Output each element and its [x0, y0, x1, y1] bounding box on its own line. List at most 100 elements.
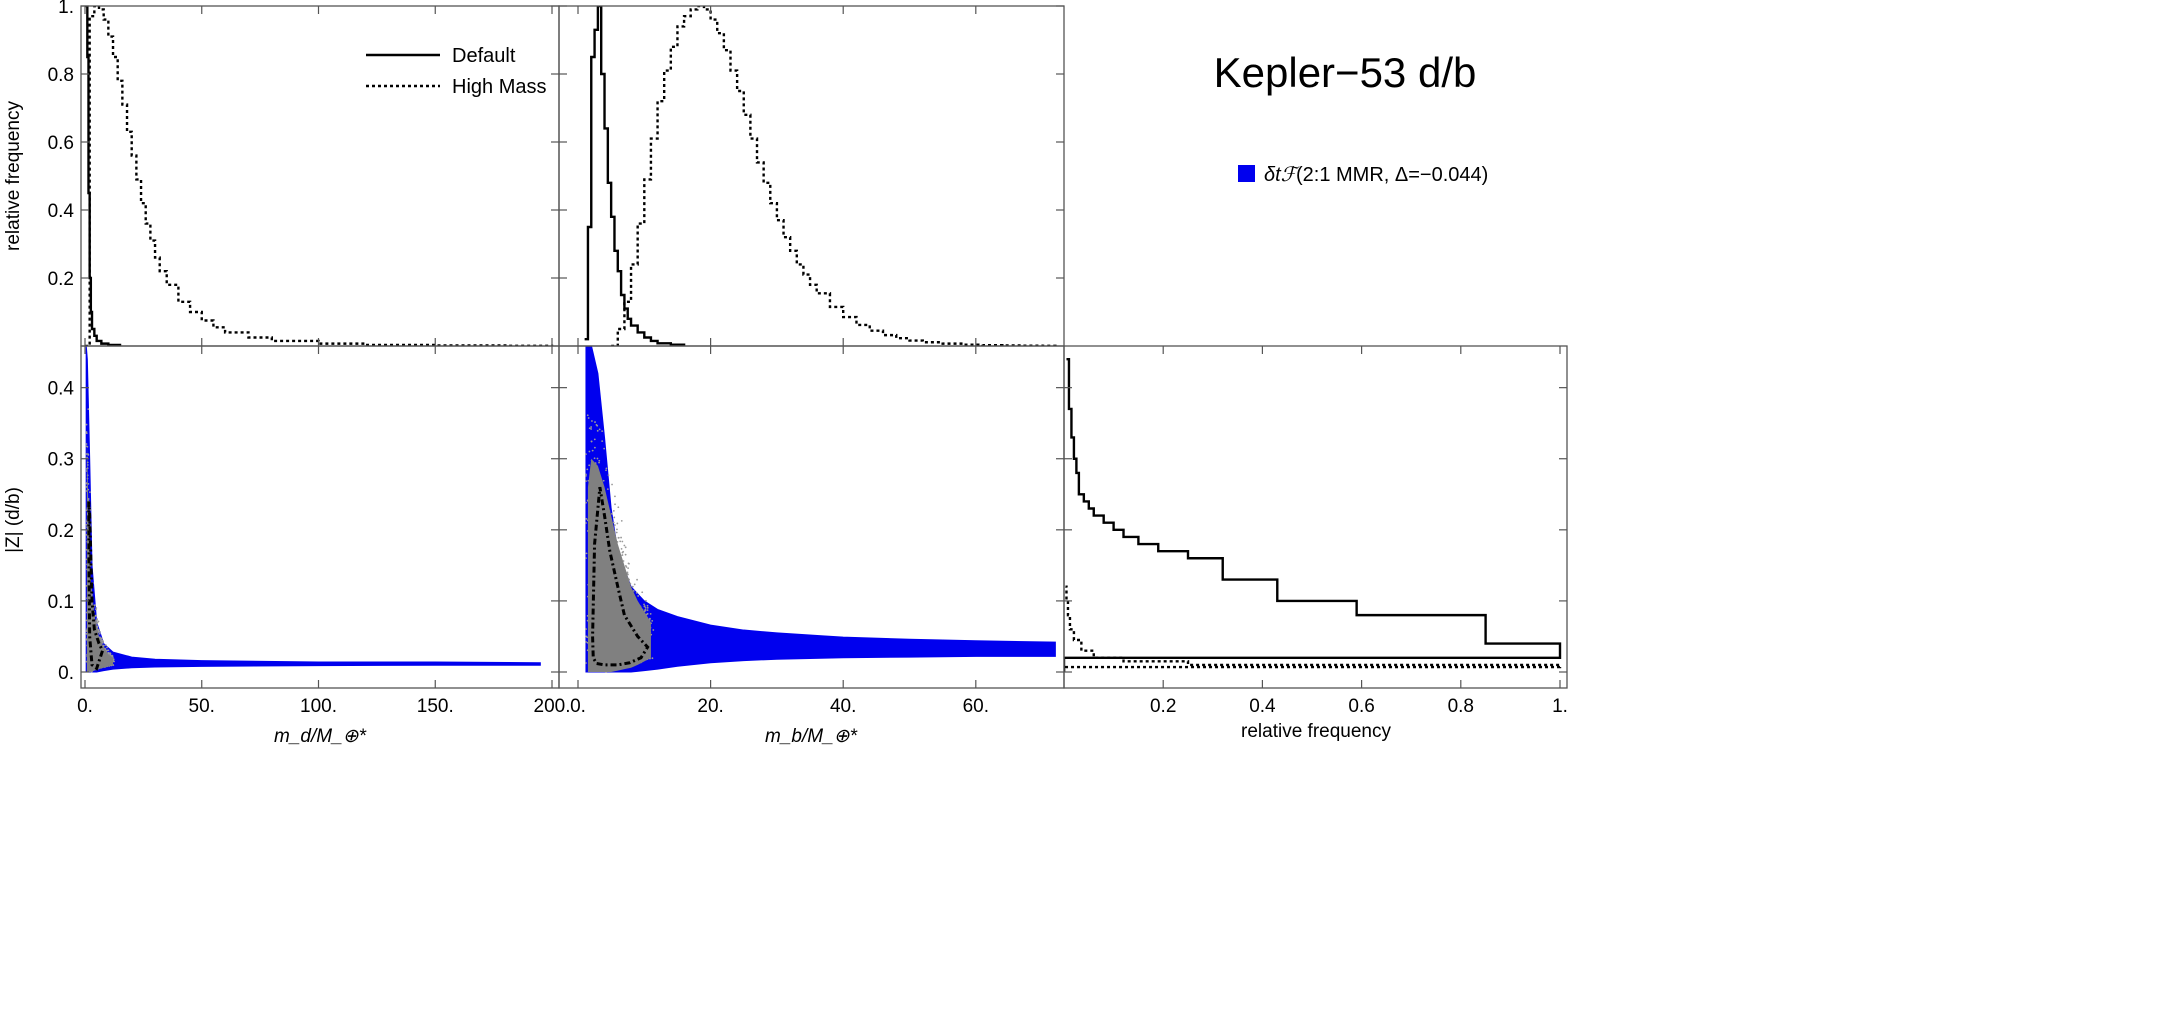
panel-bottom-left — [85, 346, 541, 673]
scatter-gray-dot — [585, 662, 587, 664]
scatter-gray-dot — [107, 651, 110, 654]
scatter-gray-dot — [585, 557, 587, 560]
scatter-gray-dot — [87, 453, 90, 456]
scatter-gray-dot — [585, 480, 587, 483]
scatter-gray-dot — [593, 457, 596, 460]
scatter-gray-dot — [645, 599, 647, 602]
scatter-gray-dot — [622, 550, 625, 553]
figure-title: Kepler−53 d/b — [1214, 49, 1477, 96]
scatter-gray-dot — [95, 607, 98, 609]
scatter-gray-dot — [590, 428, 593, 430]
xtick-label: 100. — [300, 696, 337, 717]
scatter-gray-dot — [605, 467, 608, 470]
ytick-label: 0.4 — [48, 201, 75, 222]
scatter-gray-dot — [613, 516, 616, 519]
scatter-gray-dot — [101, 639, 104, 642]
scatter-gray-dot — [586, 468, 589, 471]
scatter-gray-dot — [601, 430, 604, 433]
panel-top-middle — [584, 6, 1057, 346]
scatter-gray-dot — [607, 474, 610, 477]
legend-scatter-swatch — [1238, 165, 1255, 182]
scatter-gray-dot — [617, 506, 620, 509]
scatter-gray-dot — [617, 536, 620, 539]
scatter-gray-dot — [596, 424, 599, 427]
scatter-gray-dot — [87, 482, 90, 485]
ytick-label: 0.2 — [48, 521, 74, 542]
scatter-gray-dot — [616, 528, 618, 531]
legend-highmass-label: High Mass — [452, 76, 546, 98]
scatter-gray-dot — [94, 614, 97, 617]
ylabel-top-left: relative frequency — [3, 101, 24, 251]
scatter-gray-dot — [643, 603, 645, 606]
panel-bottom-right — [1064, 358, 1562, 672]
frame-tm — [558, 5, 1065, 347]
xtick-label: 50. — [189, 696, 215, 717]
xlabel-bottom-left: m_d/M_⊕* — [274, 726, 367, 747]
scatter-gray-dot — [96, 621, 99, 624]
scatter-gray-dot — [587, 417, 590, 419]
xtick-label: 0.8 — [1448, 696, 1474, 717]
scatter-gray-dot — [98, 632, 101, 635]
scatter-gray-dot — [112, 658, 115, 661]
scatter-gray-dot — [613, 524, 616, 526]
scatter-gray-dot — [646, 606, 649, 609]
scatter-gray-dot — [99, 631, 101, 633]
scatter-gray-dot — [585, 475, 587, 477]
scatter-gray-dot — [627, 573, 629, 576]
scatter-contour — [591, 486, 650, 667]
scatter-gray-dot — [102, 641, 104, 644]
scatter-gray-dot — [585, 628, 587, 630]
scatter-blue-region — [85, 346, 541, 673]
legend-scatter: δtℱ (2:1 MMR, Δ=−0.044) — [1238, 164, 1488, 186]
scatter-gray-dot — [598, 428, 601, 431]
scatter-gray-dot — [614, 495, 616, 498]
scatter-gray-dot — [596, 429, 599, 432]
scatter-gray-dot — [87, 408, 90, 410]
scatter-gray-dot — [106, 646, 108, 649]
ytick-label: 0.1 — [48, 592, 74, 613]
scatter-gray-dot — [614, 503, 616, 506]
xtick-label: 150. — [417, 696, 454, 717]
scatter-contour — [87, 501, 105, 671]
ytick-label: 0. — [58, 663, 74, 684]
frame-br — [1063, 345, 1568, 689]
xtick-label: 200. — [534, 696, 571, 717]
scatter-gray-dot — [585, 552, 588, 555]
scatter-gray-dot — [627, 562, 630, 565]
scatter-gray-dot — [612, 521, 615, 524]
ytick-label: 0.2 — [48, 269, 74, 290]
ytick-label: 0.6 — [48, 133, 74, 154]
scatter-gray-dot — [96, 618, 98, 620]
scatter-gray-dot — [616, 522, 619, 525]
scatter-gray-dot — [620, 536, 622, 539]
scatter-gray-dot — [87, 498, 90, 500]
scatter-gray-dot — [623, 544, 626, 547]
xlabel-bottom-middle: m_b/M_⊕* — [765, 726, 858, 747]
scatter-gray-dot — [601, 440, 604, 442]
legend-scatter-symbol: δtℱ — [1264, 164, 1300, 186]
hist-series-default — [584, 6, 686, 346]
xtick-label: 20. — [697, 696, 723, 717]
scatter-gray-dot — [612, 509, 615, 512]
scatter-gray-dot — [585, 522, 587, 524]
scatter-gray-dot — [591, 420, 593, 422]
scatter-gray-dot — [586, 414, 589, 417]
ylabel-bottom-left: |Z| (d/b) — [3, 487, 24, 553]
scatter-gray-dot — [611, 483, 613, 486]
scatter-gray-dot — [104, 644, 107, 646]
xtick-label: 40. — [830, 696, 856, 717]
scatter-gray-dot — [596, 457, 599, 460]
scatter-gray-dot — [590, 440, 593, 443]
scatter-gray-dot — [651, 619, 654, 622]
scatter-gray-dot — [585, 501, 587, 504]
scatter-gray-dot — [620, 547, 623, 550]
ytick-label: 0.3 — [48, 450, 74, 471]
scatter-gray-dot — [585, 640, 587, 643]
legend-scatter-label: (2:1 MMR, Δ=−0.044) — [1296, 164, 1488, 186]
scatter-gray-dot — [590, 426, 593, 428]
scatter-gray-dot — [649, 612, 652, 615]
xtick-label: 0.2 — [1150, 696, 1176, 717]
scatter-gray-dot — [106, 649, 109, 652]
scatter-gray-dot — [652, 629, 655, 631]
